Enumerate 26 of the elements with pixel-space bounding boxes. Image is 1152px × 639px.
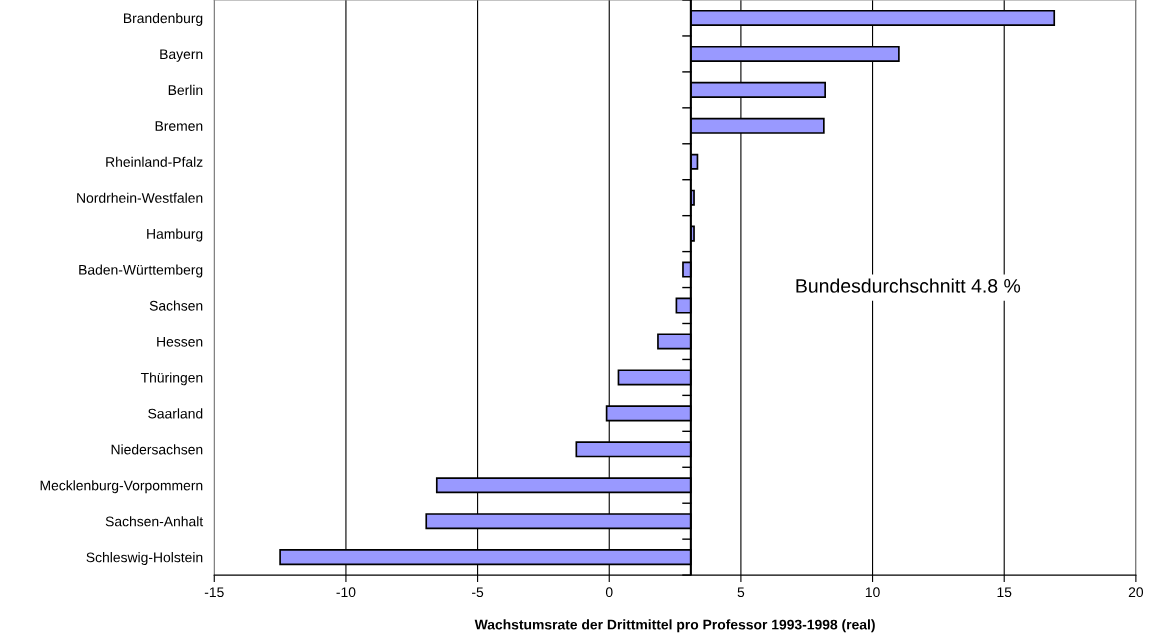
y-tick-label: Saarland	[148, 408, 203, 419]
x-tick-label: 5	[737, 587, 745, 598]
y-tick-label: Thüringen	[140, 372, 203, 386]
y-tick-label: Hamburg	[147, 228, 203, 242]
x-tick-label: 0	[605, 587, 613, 598]
y-tick-label: Bremen	[155, 121, 203, 131]
x-axis-title: Wachstumsrate der Drittmittel pro Professor 1993-1998 (real)	[474, 619, 875, 633]
x-tick-label: -15	[204, 587, 224, 598]
y-tick-label: Hessen	[157, 336, 203, 347]
y-tick-label: Schleswig-Holstein	[86, 552, 203, 566]
y-tick-label: Sachsen-Anhalt	[105, 516, 204, 527]
y-tick-label: Sachsen	[149, 300, 203, 311]
x-tick-label: 20	[1128, 587, 1144, 598]
annotation: Bundesdurchschnitt 4.8 %	[796, 278, 1021, 293]
y-tick-label: Baden-Württemberg	[79, 264, 203, 278]
x-tick-label: 10	[865, 587, 880, 598]
y-tick-label: Nordrhein-Westfalen	[77, 192, 203, 203]
x-tick-label: -5	[472, 587, 484, 598]
x-tick-label: -10	[336, 587, 356, 598]
y-tick-label: Berlin	[168, 84, 203, 96]
y-tick-label: Bayern	[160, 49, 203, 62]
y-tick-label: Mecklenburg-Vorpommern	[40, 480, 203, 494]
y-tick-label: Rheinland-Pfalz	[106, 156, 203, 167]
x-tick-label: 15	[997, 587, 1012, 598]
y-tick-label: Brandenburg	[124, 12, 203, 26]
y-tick-label: Niedersachsen	[111, 444, 203, 455]
